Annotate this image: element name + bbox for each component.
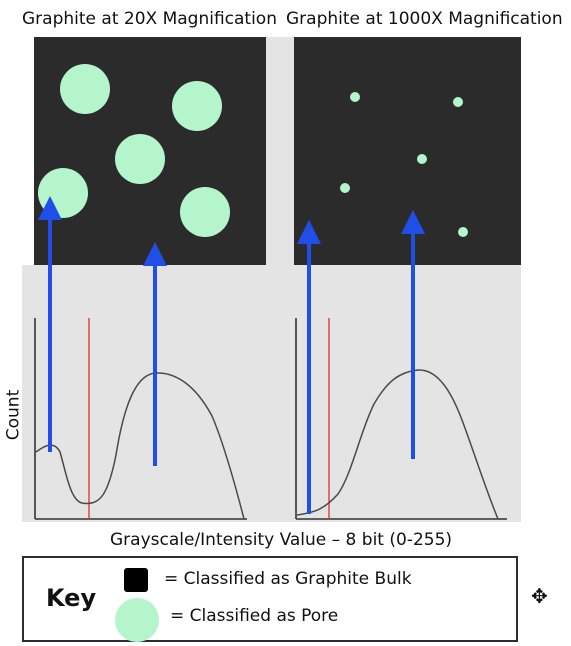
pore-circle: [180, 187, 230, 237]
y-axis-label: Count: [3, 389, 24, 441]
pore-dot: [340, 183, 350, 193]
title-1000x: Graphite at 1000X Magnification: [286, 9, 563, 29]
pore-dot: [453, 97, 463, 107]
pore-circle: [60, 64, 110, 114]
title-20x: Graphite at 20X Magnification: [22, 9, 277, 29]
pore-swatch: [115, 598, 159, 642]
pore-circle: [38, 168, 88, 218]
histogram-panel-left: [22, 265, 266, 522]
histogram-curve-right: [296, 369, 499, 520]
pore-circle: [115, 134, 165, 184]
move-cursor-icon[interactable]: ✥: [531, 584, 548, 608]
pore-dot: [417, 154, 427, 164]
histogram-curve-left: [35, 372, 245, 520]
panel-gap: [266, 37, 294, 265]
legend-key: Key = Classified as Graphite Bulk = Clas…: [22, 556, 518, 642]
x-axis-label: Grayscale/Intensity Value – 8 bit (0-255…: [110, 530, 453, 550]
key-bulk-label: = Classified as Graphite Bulk: [164, 569, 412, 589]
pore-circle: [172, 81, 222, 131]
key-title: Key: [46, 584, 97, 612]
pore-dot: [350, 92, 360, 102]
key-pore-label: = Classified as Pore: [170, 606, 339, 626]
pore-dot: [458, 227, 468, 237]
graphite-bulk-swatch: [124, 568, 148, 592]
